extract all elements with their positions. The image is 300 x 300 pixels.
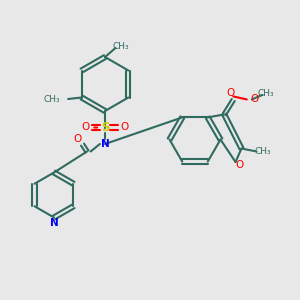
Text: CH₃: CH₃: [258, 89, 274, 98]
Text: O: O: [235, 160, 243, 170]
Text: N: N: [50, 218, 58, 228]
Text: CH₃: CH₃: [255, 147, 272, 156]
Text: N: N: [100, 139, 109, 149]
Text: O: O: [250, 94, 258, 104]
Text: O: O: [74, 134, 82, 144]
Text: S: S: [101, 121, 109, 134]
Text: O: O: [81, 122, 90, 133]
Text: CH₃: CH₃: [112, 42, 129, 51]
Text: O: O: [120, 122, 129, 133]
Text: O: O: [227, 88, 235, 98]
Text: CH₃: CH₃: [43, 94, 60, 103]
